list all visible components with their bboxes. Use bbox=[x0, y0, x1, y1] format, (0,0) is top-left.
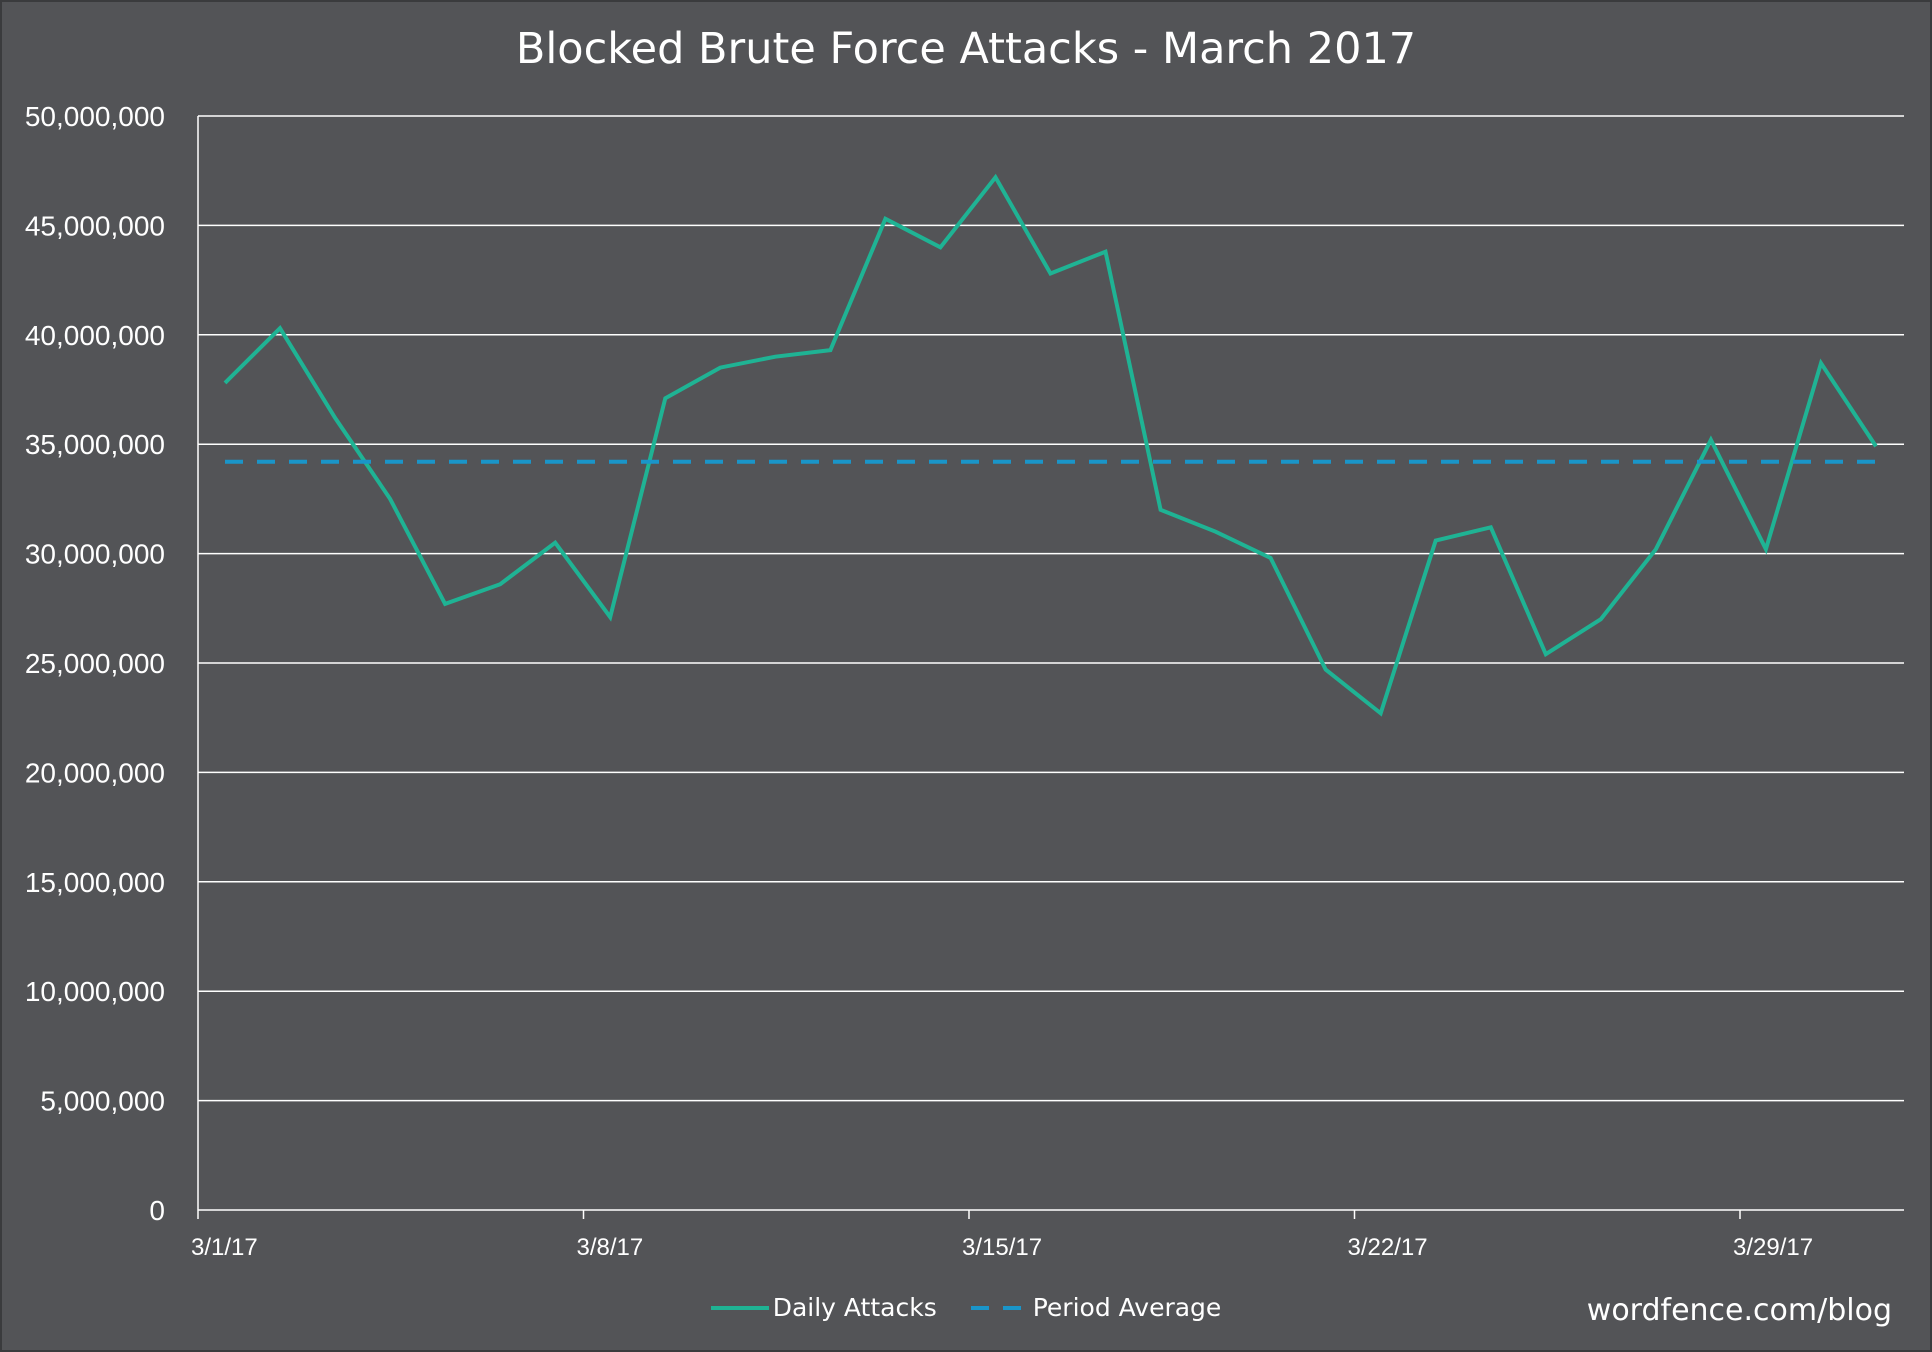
axes bbox=[197, 116, 1904, 1211]
y-tick-label: 20,000,000 bbox=[25, 757, 165, 788]
y-tick-label: 30,000,000 bbox=[25, 539, 165, 570]
y-tick-label: 50,000,000 bbox=[25, 101, 165, 132]
y-tick-label: 0 bbox=[149, 1195, 165, 1226]
x-axis-ticks: 3/1/17 3/8/17 3/15/17 3/22/17 3/29/17 bbox=[191, 1210, 1813, 1261]
legend-label-period-average: Period Average bbox=[1032, 1293, 1222, 1322]
y-axis-ticks: 0 5,000,000 10,000,000 15,000,000 20,000,000… bbox=[25, 101, 165, 1226]
x-tick-label: 3/22/17 bbox=[1348, 1234, 1428, 1261]
legend-item-period-average: Period Average bbox=[970, 1293, 1222, 1322]
y-tick-label: 25,000,000 bbox=[25, 648, 165, 679]
legend-swatch-solid bbox=[710, 1305, 769, 1310]
y-tick-label: 45,000,000 bbox=[25, 210, 165, 241]
legend-swatch-dashed bbox=[970, 1305, 1029, 1310]
y-tick-label: 15,000,000 bbox=[25, 867, 165, 898]
y-tick-label: 5,000,000 bbox=[40, 1086, 165, 1117]
legend: Daily Attacks Period Average bbox=[0, 1293, 1932, 1322]
legend-label-daily-attacks: Daily Attacks bbox=[772, 1293, 937, 1322]
y-tick-label: 35,000,000 bbox=[25, 429, 165, 460]
gridlines bbox=[198, 115, 1904, 1102]
series-lines bbox=[223, 173, 1878, 717]
watermark: wordfence.com/blog bbox=[1586, 1293, 1892, 1328]
x-tick-label: 3/15/17 bbox=[962, 1234, 1042, 1261]
x-tick-label: 3/29/17 bbox=[1733, 1234, 1813, 1261]
series-line-daily-attacks bbox=[223, 173, 1878, 717]
legend-item-daily-attacks: Daily Attacks bbox=[710, 1293, 937, 1322]
chart-title: Blocked Brute Force Attacks - March 2017 bbox=[515, 24, 1417, 74]
y-tick-label: 10,000,000 bbox=[25, 976, 165, 1007]
x-tick-label: 3/1/17 bbox=[191, 1234, 258, 1261]
x-tick-label: 3/8/17 bbox=[577, 1234, 644, 1261]
y-tick-label: 40,000,000 bbox=[25, 320, 165, 351]
